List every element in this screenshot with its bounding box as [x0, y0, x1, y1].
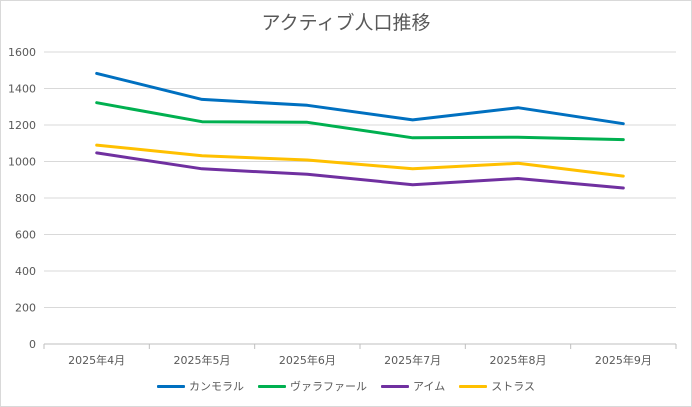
x-tick-label: 2025年7月	[384, 353, 441, 367]
y-tick-label: 1200	[8, 119, 36, 132]
legend-label-valafar: ヴァラファール	[289, 380, 367, 393]
legend-item-stolas: ストラス	[459, 378, 535, 394]
legend: カンモラル ヴァラファール アイム ストラス	[0, 378, 692, 394]
legend-swatch-kanmoral	[156, 384, 185, 388]
y-tick-label: 600	[15, 229, 36, 242]
legend-item-valafar: ヴァラファール	[257, 378, 367, 394]
legend-label-aim: アイム	[412, 380, 446, 393]
y-tick-label: 400	[15, 265, 36, 278]
series-line-3	[95, 143, 625, 178]
y-tick-label: 1400	[8, 83, 36, 96]
series-line-2	[95, 151, 625, 190]
y-tick-label: 1600	[8, 46, 36, 59]
x-tick-label: 2025年8月	[490, 353, 547, 367]
legend-item-aim: アイム	[380, 378, 446, 394]
legend-label-kanmoral: カンモラル	[188, 380, 244, 393]
y-tick-label: 800	[15, 192, 36, 205]
chart-title: アクティブ人口推移	[261, 12, 431, 34]
legend-swatch-stolas	[459, 384, 488, 388]
legend-label-stolas: ストラス	[491, 380, 535, 393]
y-tick-label: 1000	[8, 156, 36, 169]
legend-swatch-aim	[380, 384, 409, 388]
x-tick-label: 2025年4月	[68, 353, 125, 367]
legend-item-kanmoral: カンモラル	[156, 378, 244, 394]
series-line-1	[95, 101, 625, 142]
y-tick-label: 0	[29, 338, 36, 351]
series-line-0	[95, 71, 625, 126]
y-tick-label: 200	[15, 302, 36, 315]
legend-swatch-valafar	[257, 384, 286, 388]
x-tick-label: 2025年9月	[595, 353, 652, 367]
x-tick-label: 2025年6月	[279, 353, 336, 367]
x-tick-label: 2025年5月	[174, 353, 231, 367]
